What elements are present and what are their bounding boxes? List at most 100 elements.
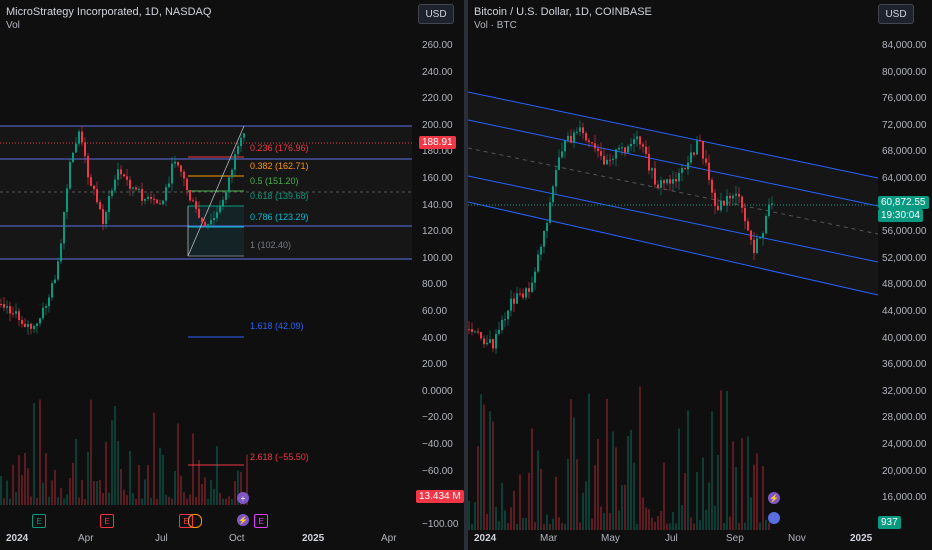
candle (726, 195, 728, 206)
time-axis-label: Apr (381, 533, 397, 544)
candle (741, 196, 743, 208)
volume-bar (594, 465, 596, 530)
volume-bar (9, 498, 11, 505)
volume-bar (171, 498, 173, 505)
candle (96, 189, 98, 203)
volume-bar (702, 457, 704, 530)
candle (9, 306, 11, 314)
lightning-event-icon[interactable]: ⚡ (768, 492, 780, 504)
earnings-event-icon[interactable]: E (32, 514, 46, 528)
volume-bar (513, 490, 515, 530)
volume-bar (240, 471, 242, 505)
volume-bar (681, 504, 683, 530)
price-axis-label: −100.00 (422, 518, 459, 530)
left-currency-button[interactable]: USD (418, 4, 454, 24)
candle (141, 189, 143, 201)
e-event-icon[interactable]: E (254, 514, 268, 528)
volume-bar (609, 512, 611, 530)
candle (171, 163, 173, 184)
fib-level-label: 0.786 (123.29) (250, 212, 309, 222)
time-axis-label: 2025 (850, 533, 873, 544)
volume-bar (498, 521, 500, 530)
candle (708, 162, 710, 180)
price-axis-label: 180.00 (422, 146, 453, 158)
fib-level-label: 2.618 (−55.50) (250, 452, 309, 462)
right-chart-pane[interactable]: Bitcoin / U.S. Dollar, 1D, COINBASE Vol … (468, 0, 932, 550)
candle (66, 188, 68, 212)
candle (102, 209, 104, 225)
volume-bar (726, 390, 728, 530)
pane-divider[interactable] (464, 0, 468, 550)
volume-bar (156, 498, 158, 505)
volume-bar (57, 497, 59, 505)
volume-bar (189, 494, 191, 505)
price-axis-label: 16,000.00 (882, 492, 927, 504)
volume-bar (51, 480, 53, 505)
candle (531, 282, 533, 292)
volume-bar (507, 523, 509, 530)
fib-level-label: 1.618 (42.09) (250, 321, 304, 331)
volume-bar (66, 494, 68, 505)
volume-bar (618, 510, 620, 530)
candle (768, 204, 770, 216)
add-event-icon[interactable]: + (237, 492, 249, 504)
candle (33, 325, 35, 329)
time-axis-label: Nov (788, 533, 806, 544)
right-currency-button[interactable]: USD (878, 4, 914, 24)
volume-bar (540, 468, 542, 530)
volume-bar (204, 477, 206, 505)
candle (24, 323, 26, 327)
candle (681, 167, 683, 173)
volume-bar (720, 390, 722, 530)
candle (717, 205, 719, 211)
time-axis-label: May (601, 533, 620, 544)
volume-bar (114, 405, 116, 505)
volume-bar (231, 498, 233, 505)
candle (687, 162, 689, 170)
candle (666, 179, 668, 184)
earnings-event-icon[interactable]: E (100, 514, 114, 528)
earnings-event-icon[interactable]: E (179, 514, 193, 528)
volume-bar (705, 509, 707, 530)
volume-bar (81, 479, 83, 505)
volume-bar (585, 481, 587, 530)
volume-bar (0, 476, 2, 505)
candle (591, 142, 593, 144)
volume-bar (648, 509, 650, 530)
candle (90, 177, 92, 186)
volume-bar (15, 492, 17, 505)
channel-line (468, 201, 879, 296)
volume-bar (708, 482, 710, 530)
volume-bar (201, 484, 203, 505)
candle (45, 306, 47, 308)
dividend-event-icon[interactable] (188, 514, 202, 528)
lightning-event-icon[interactable]: ⚡ (237, 514, 249, 526)
left-chart-pane[interactable]: MicroStrategy Incorporated, 1D, NASDAQ V… (0, 0, 464, 550)
candle (714, 192, 716, 206)
candle (585, 133, 587, 141)
volume-bar (747, 436, 749, 530)
left-volume-label: Vol (6, 20, 20, 31)
candle (15, 311, 17, 314)
candle (654, 168, 656, 185)
flag-event-icon[interactable] (768, 512, 780, 524)
candle (234, 154, 236, 170)
left-chart-canvas[interactable] (0, 0, 464, 550)
right-chart-canvas[interactable] (468, 0, 932, 550)
volume-bar (723, 523, 725, 530)
price-axis-label: 20.00 (422, 359, 448, 371)
volume-bar (642, 497, 644, 530)
candle (120, 169, 122, 175)
volume-bar (738, 523, 740, 530)
candle (510, 298, 512, 311)
volume-bar (486, 513, 488, 530)
price-axis-label: 60.00 (422, 306, 448, 317)
volume-bar (45, 453, 47, 505)
candle (39, 318, 41, 324)
volume-bar (123, 489, 125, 505)
candle (546, 222, 548, 231)
price-axis-label: −20.00 (422, 412, 453, 424)
candle (0, 304, 2, 306)
candle (552, 186, 554, 203)
volume-bar (525, 517, 527, 530)
